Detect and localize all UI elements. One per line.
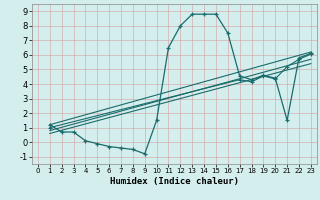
X-axis label: Humidex (Indice chaleur): Humidex (Indice chaleur) bbox=[110, 177, 239, 186]
